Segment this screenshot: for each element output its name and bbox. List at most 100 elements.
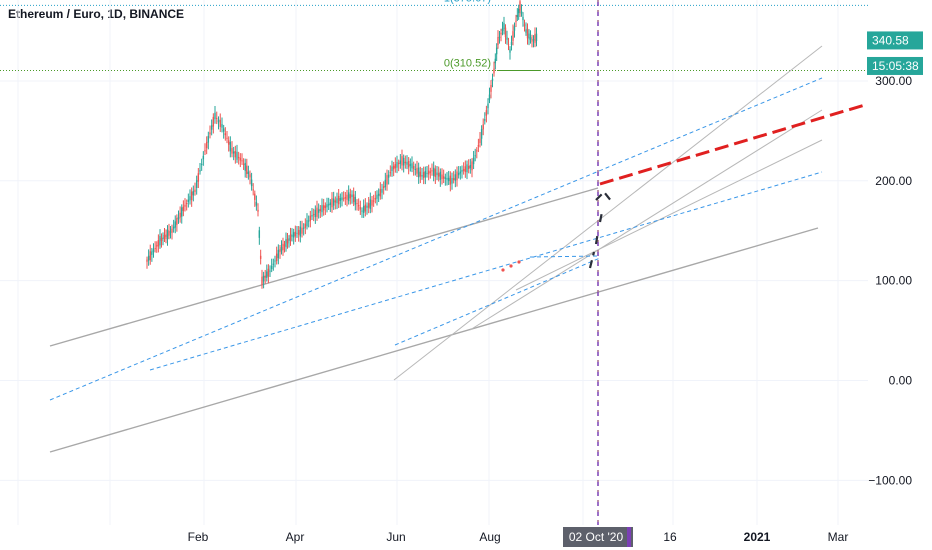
candle-body — [513, 26, 516, 31]
candle-body — [520, 11, 523, 14]
candle-body — [422, 172, 425, 178]
candle-body — [396, 161, 398, 168]
channel-steep-upper — [393, 45, 823, 381]
candle-body — [189, 196, 191, 201]
y-axis: 800.00700.00600.00500.00400.00300.00200.… — [868, 74, 913, 487]
candle-body — [332, 198, 335, 206]
candle-body — [168, 230, 170, 236]
candle-body — [519, 1, 521, 11]
candle-body — [156, 245, 158, 247]
candle-body — [321, 205, 323, 213]
candle-body — [339, 197, 342, 201]
candle-body — [507, 44, 510, 46]
candle-body — [169, 231, 172, 233]
candle-body — [379, 189, 382, 197]
candle-body — [401, 156, 403, 166]
y-tick-label: 0.00 — [889, 374, 913, 388]
candle-body — [494, 58, 497, 64]
event-marker — [517, 260, 521, 264]
candle-body — [262, 275, 265, 282]
crosshair-date-marker — [627, 527, 631, 547]
candle-body — [146, 259, 148, 262]
trend-channels — [49, 45, 823, 453]
candle-body — [442, 176, 445, 179]
price-tag-label: 15:05:38 — [872, 59, 919, 73]
candle-body — [258, 230, 261, 238]
candle-body — [261, 276, 263, 285]
candle-body — [259, 255, 262, 259]
x-tick-label: Aug — [479, 530, 500, 544]
candle-body — [459, 171, 462, 174]
candle-body — [381, 188, 383, 193]
candle-body — [149, 251, 151, 261]
candle-body — [242, 163, 245, 165]
candle-body — [195, 180, 198, 188]
fib-label: 1(375.67) — [444, 0, 491, 4]
candle-body — [159, 236, 161, 246]
candle-body — [277, 249, 280, 259]
candle-body — [185, 203, 188, 205]
candle-body — [302, 227, 305, 229]
x-tick-label: 16 — [663, 530, 677, 544]
crosshair-date-box — [563, 527, 633, 547]
candle-body — [157, 240, 160, 247]
candle-body — [512, 31, 514, 41]
dashed-trend-4 — [529, 255, 601, 258]
candle-body — [289, 234, 292, 241]
candle-body — [307, 220, 310, 222]
candle-body — [485, 110, 488, 116]
candle-body — [181, 207, 183, 217]
y-tick-label: 200.00 — [875, 174, 912, 188]
candle-body — [417, 167, 420, 178]
candle-body — [522, 16, 524, 21]
candle-body — [337, 195, 340, 205]
candle-body — [409, 164, 412, 166]
candle-body — [479, 138, 481, 143]
candle-body — [292, 232, 295, 238]
candle-body — [480, 129, 483, 139]
candle-body — [163, 234, 166, 239]
candle-body — [361, 210, 363, 212]
candle-body — [314, 209, 317, 218]
candle-body — [427, 170, 430, 175]
candle-body — [447, 177, 450, 182]
candle-body — [532, 39, 535, 41]
candle-body — [227, 140, 230, 145]
x-tick-label: Jun — [386, 530, 405, 544]
candle-body — [334, 200, 337, 203]
candle-body — [421, 175, 423, 177]
candle-body — [535, 33, 538, 41]
candle-body — [297, 229, 300, 235]
grid — [0, 0, 868, 525]
candle-body — [372, 200, 375, 202]
candle-body — [397, 162, 400, 165]
candle-body — [224, 133, 227, 136]
candle-body — [432, 167, 435, 176]
candle-body — [269, 270, 271, 272]
candle-body — [444, 177, 447, 179]
candle-body — [182, 206, 185, 212]
candle-body — [252, 189, 254, 191]
candle-body — [515, 20, 517, 22]
x-tick-label: Mar — [828, 530, 849, 544]
candle-body — [469, 165, 472, 169]
candle-body — [216, 117, 218, 119]
candle-body — [214, 112, 216, 120]
channel-upper — [49, 187, 599, 347]
candle-body — [267, 268, 270, 277]
candle-body — [294, 231, 297, 237]
candle-body — [232, 151, 235, 154]
x-tick-label: 2021 — [744, 530, 771, 544]
candle-body — [199, 170, 201, 172]
x-axis: Feb Apr Jun Aug 16 2021 Mar 02 Oct '20 — [188, 527, 849, 547]
candle-body — [282, 243, 284, 251]
candle-body — [236, 151, 238, 160]
candle-body — [231, 148, 233, 154]
dashed-trend-3 — [394, 257, 601, 346]
candle-body — [309, 215, 312, 221]
candle-body — [316, 207, 318, 217]
candle-body — [477, 145, 480, 147]
candle-body — [264, 275, 266, 278]
candle-body — [451, 177, 453, 184]
